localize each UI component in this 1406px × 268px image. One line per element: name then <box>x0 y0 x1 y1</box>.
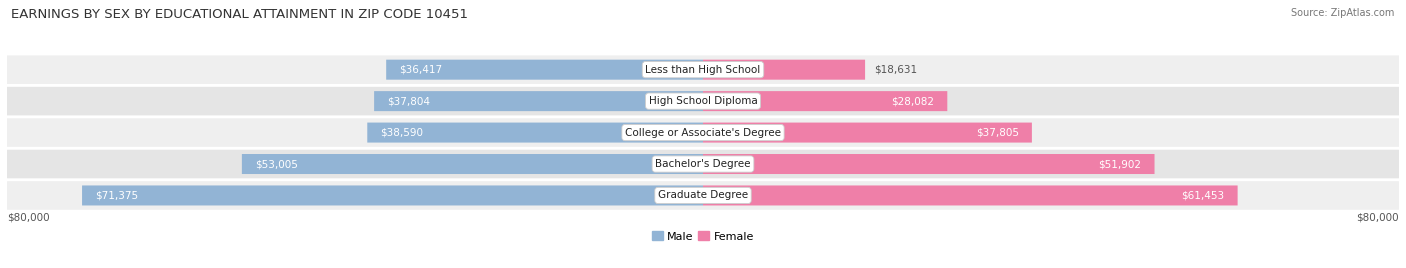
Text: $61,453: $61,453 <box>1181 191 1225 200</box>
FancyBboxPatch shape <box>7 150 1399 178</box>
Text: Graduate Degree: Graduate Degree <box>658 191 748 200</box>
Text: $71,375: $71,375 <box>96 191 138 200</box>
Text: Bachelor's Degree: Bachelor's Degree <box>655 159 751 169</box>
Text: $51,902: $51,902 <box>1098 159 1142 169</box>
Text: $37,804: $37,804 <box>387 96 430 106</box>
Text: $37,805: $37,805 <box>976 128 1019 137</box>
Text: $28,082: $28,082 <box>891 96 934 106</box>
Text: Less than High School: Less than High School <box>645 65 761 75</box>
FancyBboxPatch shape <box>242 154 703 174</box>
Text: EARNINGS BY SEX BY EDUCATIONAL ATTAINMENT IN ZIP CODE 10451: EARNINGS BY SEX BY EDUCATIONAL ATTAINMEN… <box>11 8 468 21</box>
FancyBboxPatch shape <box>703 185 1237 206</box>
FancyBboxPatch shape <box>7 55 1399 84</box>
FancyBboxPatch shape <box>367 122 703 143</box>
FancyBboxPatch shape <box>703 91 948 111</box>
FancyBboxPatch shape <box>703 122 1032 143</box>
Text: $80,000: $80,000 <box>1357 213 1399 223</box>
Text: Source: ZipAtlas.com: Source: ZipAtlas.com <box>1291 8 1395 18</box>
Text: $36,417: $36,417 <box>399 65 443 75</box>
Text: $53,005: $53,005 <box>254 159 298 169</box>
Legend: Male, Female: Male, Female <box>652 231 754 242</box>
Text: $18,631: $18,631 <box>873 65 917 75</box>
Text: High School Diploma: High School Diploma <box>648 96 758 106</box>
Text: College or Associate's Degree: College or Associate's Degree <box>626 128 780 137</box>
FancyBboxPatch shape <box>7 181 1399 210</box>
FancyBboxPatch shape <box>703 60 865 80</box>
FancyBboxPatch shape <box>7 118 1399 147</box>
FancyBboxPatch shape <box>7 87 1399 116</box>
FancyBboxPatch shape <box>374 91 703 111</box>
Text: $38,590: $38,590 <box>381 128 423 137</box>
FancyBboxPatch shape <box>387 60 703 80</box>
FancyBboxPatch shape <box>703 154 1154 174</box>
Text: $80,000: $80,000 <box>7 213 49 223</box>
FancyBboxPatch shape <box>82 185 703 206</box>
